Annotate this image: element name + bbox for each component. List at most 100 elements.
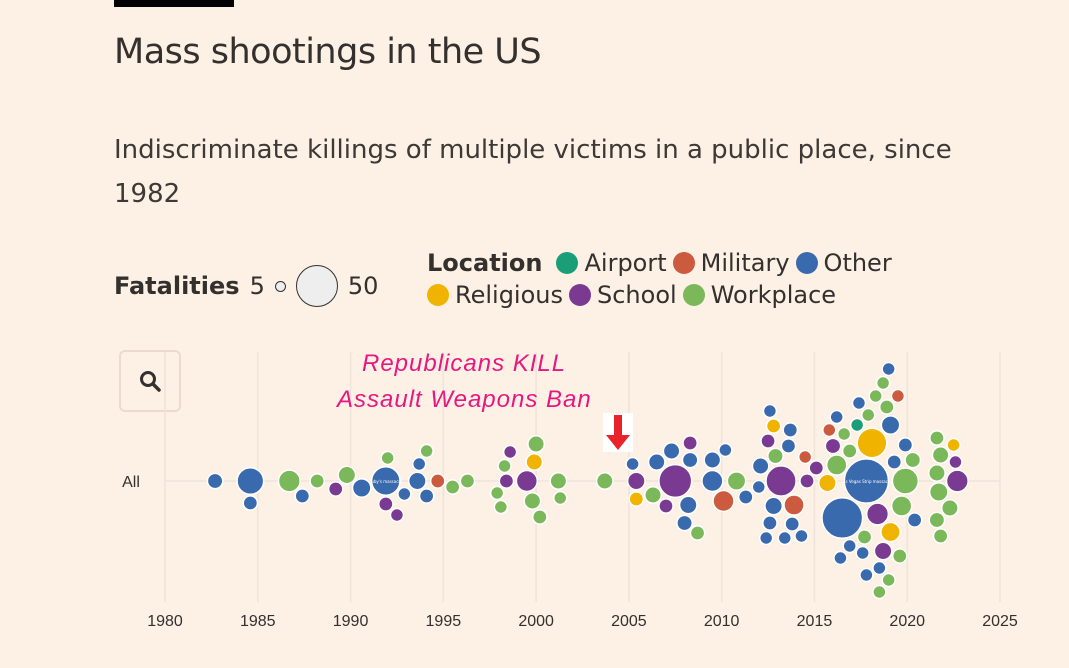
bubble-other [780,438,797,454]
bubble-workplace [940,499,959,517]
bubble-airport [849,417,865,433]
bubble-workplace [497,458,512,474]
bubble-religious [880,521,901,543]
bubble-other [737,489,754,505]
legend-item-military: Military [672,249,790,277]
x-tick-label: 2005 [611,613,647,630]
size-small-circle-icon [274,280,286,292]
bubble-workplace [337,465,357,485]
bubble-label: Las Vegas Strip massacre [841,479,893,484]
bubble-other [351,478,372,498]
bubble-workplace [928,482,949,502]
x-tick-label: 1985 [240,613,276,630]
bubble-school [327,481,344,497]
bubble-religious [765,418,782,434]
bubble-other [701,469,724,493]
bubble-other [647,453,666,471]
bubble-other [859,567,874,583]
down-arrow-icon [606,415,630,450]
legend-item-other: Other [795,249,892,277]
bubble-school [658,463,693,499]
bubble-school [626,471,646,491]
bubble-workplace [419,443,434,459]
bubble-workplace [527,435,546,453]
bubble-workplace [931,446,950,464]
bubble-other [294,488,311,504]
legend-item-label: School [597,281,677,309]
bubble-other [236,466,265,496]
bubble-other [407,471,427,491]
x-tick-label: 2020 [889,613,925,630]
bubble-workplace [493,499,509,515]
legend-swatch-icon [556,252,579,274]
bubble-military [890,388,906,404]
x-tick-label: 1990 [333,613,369,630]
bubble-workplace [726,471,747,491]
legend-item-label: Religious [455,281,563,309]
legend-swatch-icon [569,284,591,306]
bubble-other [851,395,867,411]
bubble-military [429,473,446,489]
bubble-workplace [891,548,908,564]
location-legend: Location Airport Military Other Religious Sc… [427,249,947,309]
legend-item-religious: Religious [427,281,563,309]
bubble-other [751,479,767,495]
legend-item-label: Airport [584,249,667,277]
bubble-military [783,494,805,516]
bubble-other [397,486,412,502]
bubble-workplace [881,572,896,588]
bubble-other [821,496,864,540]
bubble-other [758,530,774,546]
row-label: All [122,474,140,491]
bubble-school [682,435,698,451]
bubble-other [703,451,722,469]
bubble-other [833,550,848,566]
bubble-other [842,538,857,554]
bubble-school [498,473,515,489]
bubble-workplace [861,407,876,423]
bubble-workplace [489,485,505,501]
bubble-workplace [836,426,852,442]
size-legend: Fatalities 5 50 [114,265,378,307]
bubble-workplace [552,490,568,506]
page-title: Mass shootings in the US [114,32,542,72]
bubble-other [418,488,435,504]
bubble-workplace [459,473,476,489]
bubble-other [782,422,799,438]
size-legend-max: 50 [347,272,379,300]
bubble-workplace [595,472,614,490]
bubble-school [824,437,842,455]
search-button[interactable] [119,350,181,412]
bubble-workplace [875,375,891,391]
bubble-workplace [444,479,461,495]
bubble-military [797,449,813,465]
bubble-other [625,456,640,472]
bubble-school [515,469,539,493]
bubble-other [411,456,427,472]
bubble-other [764,496,784,516]
bubble-other [906,512,923,528]
bubble-school [502,444,518,460]
bubble-other [370,466,401,496]
bubble-other [676,514,693,532]
legend-item-label: Other [823,249,892,277]
bubble-workplace [767,447,784,465]
bubble-religious [946,437,961,453]
bubble-other [897,437,914,453]
bubble-other [855,545,870,561]
bubble-other [881,361,896,377]
legend-item-label: Workplace [710,281,837,309]
legend-item-airport: Airport [556,249,667,277]
bubble-other [206,472,224,490]
x-tick-label: 1980 [147,613,183,630]
location-legend-label: Location [427,249,543,277]
page-subtitle: Indiscriminate killings of multiple vict… [114,135,952,209]
bubble-religious [856,427,888,459]
bubble-school [389,507,405,523]
bubble-school [873,541,893,561]
bubble-workplace [927,464,946,482]
bubble-other [678,495,698,515]
annotation-arrow-box [603,413,633,452]
bubble-other [662,442,681,460]
bubble-other [751,457,770,475]
